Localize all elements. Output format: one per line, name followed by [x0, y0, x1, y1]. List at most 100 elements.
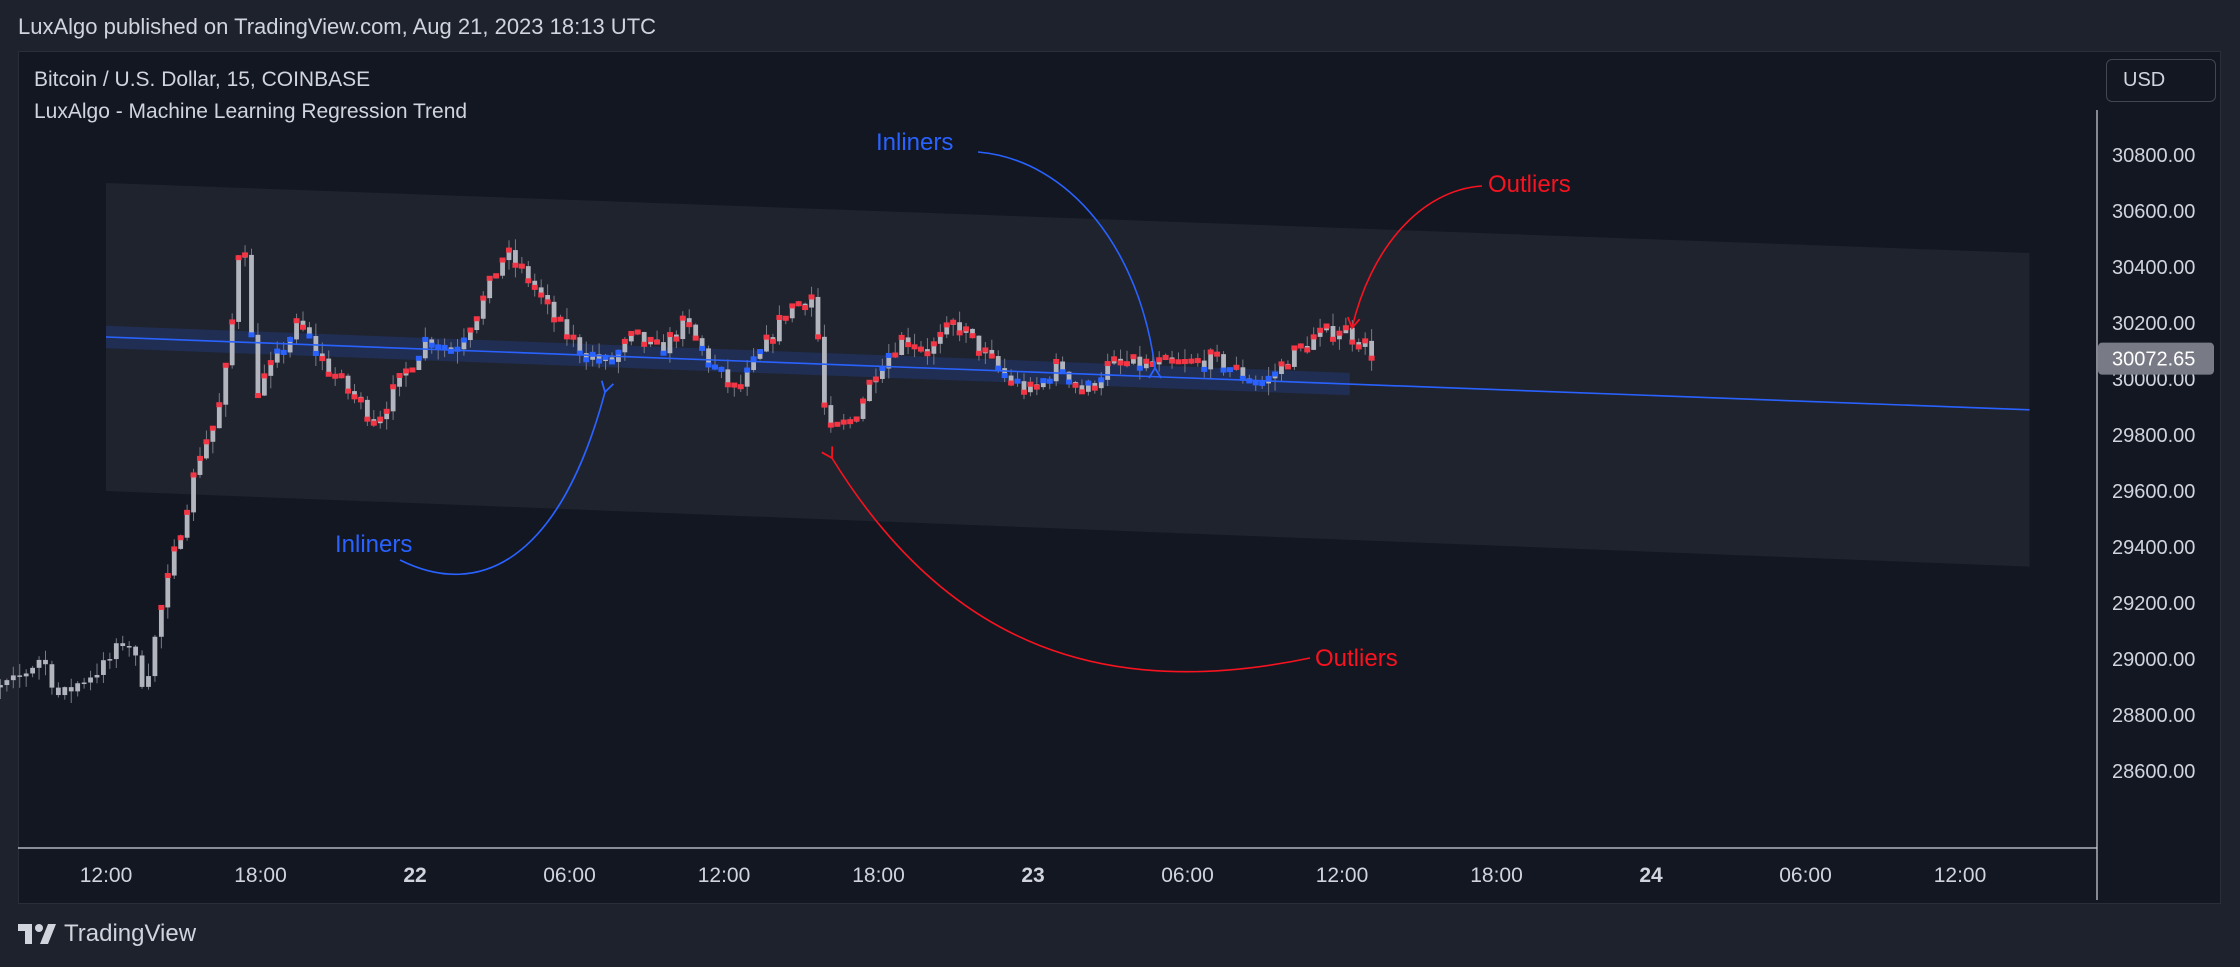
outlier-point	[377, 416, 384, 422]
candle	[879, 358, 886, 383]
inlier-point	[711, 364, 718, 370]
candle	[1278, 358, 1285, 382]
arrow-head-icon	[821, 446, 834, 460]
outlier-point	[216, 402, 223, 408]
candle	[1181, 349, 1188, 373]
time-tick-label: 18:00	[234, 864, 287, 887]
annotation-label: Outliers	[1488, 171, 1571, 198]
time-tick-label: 06:00	[1779, 864, 1832, 887]
candle	[351, 384, 358, 404]
outlier-point	[171, 546, 178, 552]
price-tick-label: 29600.00	[2112, 481, 2195, 503]
outlier-point	[988, 353, 995, 359]
candle	[499, 257, 506, 279]
candle	[872, 368, 879, 394]
outlier-point	[1162, 354, 1169, 360]
symbol-legend[interactable]: Bitcoin / U.S. Dollar, 15, COINBASE	[34, 68, 371, 91]
candle	[711, 354, 718, 371]
footer-brand[interactable]: TradingView	[18, 920, 196, 948]
candle	[731, 382, 738, 397]
inlier-point	[1066, 379, 1073, 385]
outlier-point	[512, 262, 519, 268]
candle	[332, 367, 339, 386]
inlier-point	[885, 352, 892, 358]
outlier-point	[1310, 334, 1317, 340]
outlier-point	[1008, 380, 1015, 386]
inlier-point	[879, 365, 886, 371]
outlier-point	[917, 346, 924, 352]
candle	[1207, 348, 1214, 379]
price-axis[interactable]: 30800.0030600.0030400.0030200.0030000.00…	[2098, 145, 2214, 783]
candle	[49, 660, 55, 695]
candle	[107, 652, 113, 669]
candle	[473, 316, 480, 334]
candle	[1104, 353, 1111, 387]
time-tick-label: 12:00	[698, 864, 751, 887]
candle	[634, 329, 641, 336]
candle	[1284, 360, 1291, 370]
candle	[36, 656, 42, 680]
candle	[94, 663, 100, 684]
outlier-point	[911, 344, 918, 350]
candle	[216, 393, 223, 429]
candle	[892, 342, 899, 359]
candle	[1194, 353, 1201, 367]
outlier-point	[332, 373, 339, 379]
candle	[319, 342, 326, 371]
outlier-point	[1149, 361, 1156, 367]
price-tick-label: 28800.00	[2112, 705, 2195, 727]
candle	[679, 311, 686, 347]
currency-button[interactable]: USD	[2106, 59, 2216, 102]
candle	[551, 295, 558, 332]
annotation-inliners[interactable]: Inliners	[335, 380, 615, 575]
candle	[1329, 313, 1336, 346]
outlier-point	[184, 509, 191, 515]
time-axis[interactable]: 12:00 18:00 22 06:00 12:00 18:00 23 06:00 12:00 1…	[80, 864, 1987, 887]
candle	[776, 305, 783, 345]
candle	[139, 650, 145, 689]
outlier-point	[1194, 358, 1201, 364]
candle	[1188, 353, 1195, 365]
candle	[17, 663, 23, 688]
annotation-outliers[interactable]: Outliers	[1346, 171, 1571, 330]
indicator-legend[interactable]: LuxAlgo - Machine Learning Regression Tr…	[34, 100, 468, 123]
candle	[1059, 356, 1066, 375]
outlier-point	[1336, 330, 1343, 336]
candle	[795, 300, 802, 307]
outlier-point	[293, 318, 300, 324]
candle	[88, 670, 93, 691]
outlier-point	[937, 331, 944, 337]
time-tick-label: 24	[1639, 864, 1663, 887]
candle	[847, 416, 854, 429]
outlier-point	[1156, 357, 1163, 363]
candle	[364, 396, 371, 426]
outlier-point	[402, 368, 409, 374]
outlier-point	[1355, 344, 1362, 350]
outlier-point	[866, 379, 873, 385]
price-tick-label: 30600.00	[2112, 201, 2195, 223]
candle	[383, 401, 390, 430]
price-tick-label: 30200.00	[2112, 313, 2195, 335]
outlier-point	[686, 322, 693, 328]
outlier-point	[1091, 385, 1098, 391]
annotation-inliners[interactable]: Inliners	[876, 129, 1162, 379]
candle	[1233, 356, 1240, 371]
outlier-point	[486, 275, 493, 281]
annotation-outliers[interactable]: Outliers	[821, 446, 1398, 673]
candle	[287, 336, 294, 358]
inlier-point	[248, 332, 255, 338]
candle	[493, 273, 500, 279]
inlier-point	[441, 344, 448, 350]
inlier-point	[602, 354, 609, 360]
candle	[782, 315, 789, 325]
candle	[1252, 375, 1259, 391]
outlier-point	[1053, 359, 1060, 365]
inlier-point	[422, 336, 429, 342]
outlier-point	[847, 419, 854, 425]
candle	[1130, 354, 1137, 365]
outlier-point	[235, 255, 242, 261]
candle	[390, 375, 397, 420]
outlier-point	[673, 336, 680, 342]
candle	[1085, 379, 1092, 396]
